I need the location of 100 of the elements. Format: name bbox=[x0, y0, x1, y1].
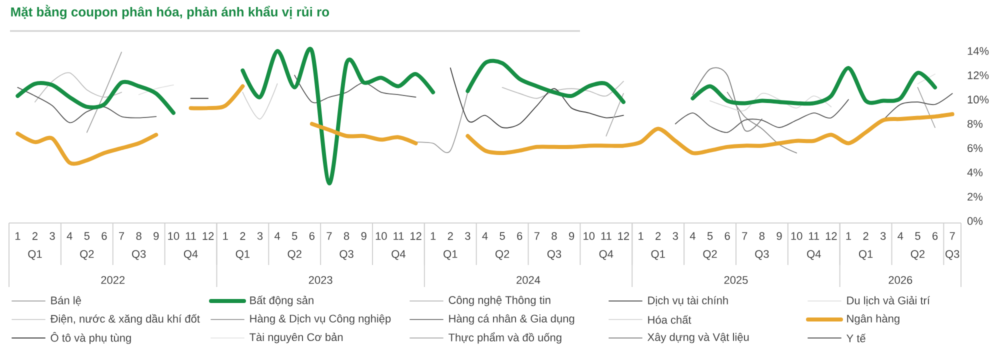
text: Q3 bbox=[132, 250, 146, 260]
legend-label: Thực phẩm và đồ uống bbox=[448, 332, 562, 344]
text: 2023 bbox=[308, 276, 332, 284]
text: Q4 bbox=[392, 250, 406, 260]
x-tick-label: 5 bbox=[292, 232, 298, 240]
legend-label: Bất động sản bbox=[250, 296, 314, 306]
x-tick-label: 1 bbox=[15, 232, 20, 240]
x-tick-label: 2 bbox=[32, 232, 38, 240]
x-tick-label: 6 bbox=[102, 232, 107, 240]
x-tick-label: 1 bbox=[846, 232, 852, 240]
x-tick-label: 8 bbox=[552, 232, 557, 240]
x-tick-label: 7 bbox=[326, 232, 332, 240]
x-tick-label: 7 bbox=[534, 232, 540, 240]
y-tick-label: 6% bbox=[968, 144, 983, 152]
x-tick-label: 3 bbox=[50, 232, 55, 240]
x-tick-label: 4 bbox=[482, 232, 488, 240]
x-tick-label: 10 bbox=[584, 232, 595, 240]
text: Q3 bbox=[547, 250, 562, 260]
legend-label: Công nghệ Thông tin bbox=[448, 296, 550, 306]
x-tick-label: 9 bbox=[776, 232, 782, 240]
legend-label: Y tế bbox=[846, 334, 866, 342]
legend-label: Hàng cá nhân & Gia dụng bbox=[449, 314, 574, 325]
x-tick-label: 1 bbox=[223, 232, 228, 240]
legend-label: Ngân hàng bbox=[847, 314, 900, 325]
y-tick-label: 4% bbox=[967, 168, 983, 176]
x-tick-label: 3 bbox=[257, 232, 263, 240]
x-tick-label: 3 bbox=[672, 232, 678, 240]
x-tick-label: 8 bbox=[759, 232, 765, 240]
x-tick-label: 5 bbox=[707, 232, 713, 240]
x-tick-label: 6 bbox=[724, 232, 730, 240]
x-tick-label: 6 bbox=[932, 232, 938, 240]
x-tick-label: 2 bbox=[863, 232, 868, 240]
x-tick-label: 8 bbox=[344, 232, 350, 240]
x-tick-label: 4 bbox=[66, 232, 72, 240]
legend-label: Điện, nước & xăng dầu khí đốt bbox=[50, 314, 200, 325]
x-tick-label: 1 bbox=[430, 232, 436, 240]
y-tick-label: 10% bbox=[968, 96, 989, 104]
text: Q1 bbox=[858, 250, 873, 260]
text: Q2 bbox=[495, 250, 510, 260]
x-tick-label: 4 bbox=[274, 232, 280, 240]
x-tick-label: 7 bbox=[742, 232, 748, 240]
legend-label: Ô tô và phụ tùng bbox=[50, 332, 131, 344]
legend-label: Bán lệ bbox=[51, 296, 81, 306]
x-tick-label: 9 bbox=[569, 232, 574, 240]
x-tick-label: 2 bbox=[656, 232, 661, 240]
text: Q2 bbox=[288, 250, 302, 260]
text: 2022 bbox=[101, 276, 125, 284]
y-tick-label: 0% bbox=[967, 217, 983, 225]
x-tick-label: 11 bbox=[186, 232, 196, 240]
legend-label: Du lịch và Giải trí bbox=[847, 296, 930, 306]
x-tick-label: 12 bbox=[202, 232, 214, 240]
text: 2024 bbox=[516, 276, 540, 284]
x-tick-label: 3 bbox=[465, 232, 470, 240]
y-tick-label: 12% bbox=[968, 71, 989, 80]
text: Q1 bbox=[28, 250, 42, 260]
x-tick-label: 3 bbox=[880, 232, 886, 240]
text: 2025 bbox=[724, 276, 748, 284]
text: Q2 bbox=[910, 250, 924, 260]
x-tick-label: 4 bbox=[690, 232, 696, 240]
legend-label: Hóa chất bbox=[648, 315, 692, 324]
x-tick-label: 10 bbox=[791, 232, 802, 240]
x-tick-label: 2 bbox=[240, 232, 246, 240]
text: Q2 bbox=[80, 250, 94, 260]
text: Q3 bbox=[755, 250, 769, 260]
legend-label: Tài nguyên Cơ bản bbox=[250, 332, 343, 344]
text: Q2 bbox=[703, 250, 717, 260]
text: Q1 bbox=[444, 250, 458, 260]
text: Q3 bbox=[340, 250, 354, 260]
legend-label: Xây dựng và Vật liệu bbox=[648, 332, 749, 344]
x-tick-label: 11 bbox=[601, 232, 612, 240]
text: Q4 bbox=[184, 250, 198, 260]
text: Q4 bbox=[599, 250, 614, 260]
x-tick-label: 12 bbox=[826, 232, 837, 240]
x-tick-label: 8 bbox=[136, 232, 142, 240]
x-tick-label: 7 bbox=[119, 232, 124, 240]
legend-label: Hàng & Dịch vụ Công nghiệp bbox=[250, 314, 391, 325]
chart-title: Mặt bằng coupon phân hóa, phản ánh khẩu vị rủi ro bbox=[11, 4, 330, 20]
x-tick-label: 9 bbox=[154, 232, 159, 240]
x-tick-label: 7 bbox=[950, 232, 955, 240]
x-tick-label: 5 bbox=[84, 232, 90, 240]
x-tick-label: 2 bbox=[448, 232, 453, 240]
legend-label: Dịch vụ tài chính bbox=[648, 296, 728, 306]
x-tick-label: 6 bbox=[309, 232, 314, 240]
text: Q3 bbox=[946, 250, 960, 260]
text: 2026 bbox=[888, 276, 912, 284]
y-tick-label: 2% bbox=[968, 192, 983, 201]
x-tick-label: 5 bbox=[915, 232, 920, 240]
x-tick-label: 11 bbox=[808, 232, 820, 240]
x-tick-label: 6 bbox=[517, 232, 522, 240]
x-tick-label: 11 bbox=[394, 232, 404, 240]
x-tick-label: 12 bbox=[410, 232, 422, 240]
x-tick-label: 12 bbox=[618, 232, 630, 240]
x-tick-label: 4 bbox=[898, 232, 904, 240]
x-tick-label: 5 bbox=[500, 232, 505, 240]
text: Q4 bbox=[807, 250, 821, 260]
text: Q1 bbox=[651, 250, 665, 260]
x-tick-label: 10 bbox=[376, 232, 387, 240]
x-tick-label: 1 bbox=[638, 232, 644, 240]
x-tick-label: 10 bbox=[168, 232, 180, 240]
x-tick-label: 9 bbox=[361, 232, 366, 240]
